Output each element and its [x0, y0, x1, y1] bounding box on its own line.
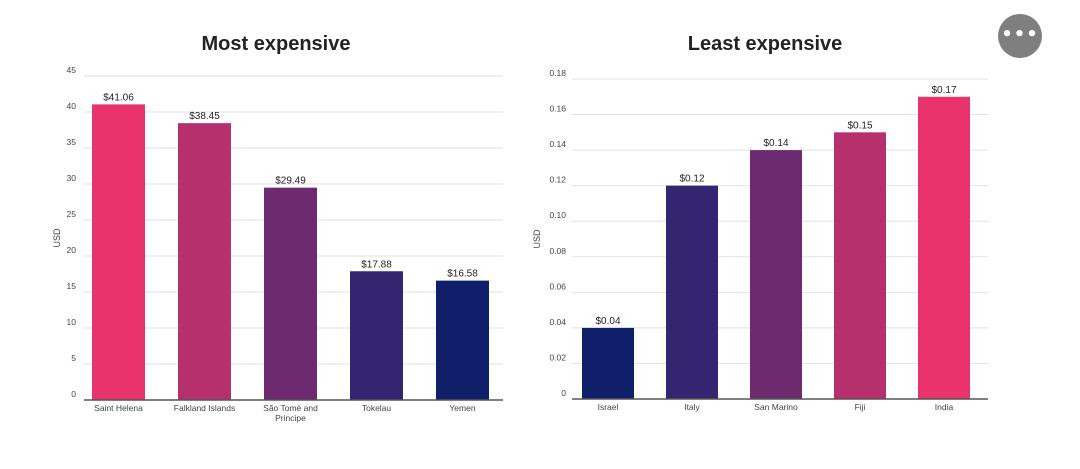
y-axis-label: USD	[532, 229, 542, 249]
bar	[436, 280, 489, 400]
y-tick-label: 10	[67, 317, 77, 327]
y-tick-label: 30	[67, 173, 77, 183]
data-label: $0.12	[679, 174, 704, 185]
x-tick-label: Yemen	[449, 403, 475, 413]
x-tick-label: India	[935, 402, 954, 412]
y-tick-label: 0.08	[549, 246, 566, 256]
bar	[666, 185, 718, 399]
data-label: $41.06	[103, 92, 134, 103]
data-label: $16.58	[447, 269, 478, 280]
y-tick-label: 0	[561, 388, 566, 398]
y-tick-label: 0.18	[549, 68, 566, 78]
data-label: $0.04	[595, 316, 620, 327]
data-label: $0.14	[763, 138, 788, 149]
chart-title: Least expensive	[688, 33, 843, 55]
bar	[92, 104, 145, 401]
y-tick-label: 0.12	[549, 175, 566, 185]
y-tick-label: 25	[67, 209, 77, 219]
chart-1: Most expensive 0 5 10 15 20 25 30 35 40 45 USD $41.0…	[52, 33, 503, 423]
bar	[264, 187, 317, 400]
y-tick-label: 0	[71, 389, 76, 399]
data-label: $38.45	[189, 111, 220, 122]
y-tick-label: 0.04	[549, 317, 566, 327]
y-tick-label: 0.10	[549, 210, 566, 220]
bar	[918, 96, 970, 400]
ellipsis-icon: •••	[1001, 24, 1039, 45]
chart-title: Most expensive	[202, 33, 351, 55]
y-tick-label: 0.06	[549, 281, 566, 291]
y-tick-label: 20	[67, 245, 77, 255]
data-label: $29.49	[275, 176, 306, 187]
y-axis-label: USD	[52, 228, 62, 248]
more-options-button[interactable]: •••	[998, 14, 1042, 58]
x-tick-label: São Tomé and Principe	[263, 403, 318, 423]
bar	[178, 123, 231, 400]
x-tick-label: Tokelau	[362, 403, 392, 413]
bar	[750, 150, 802, 399]
bar	[350, 271, 403, 400]
y-tick-label: 0.16	[549, 104, 566, 114]
y-tick-label: 35	[67, 137, 77, 147]
data-label: $0.15	[847, 120, 872, 131]
y-tick-label: 0.14	[549, 139, 566, 149]
x-tick-label: Italy	[684, 402, 700, 412]
y-tick-label: 15	[67, 281, 77, 291]
data-label: $17.88	[361, 259, 392, 270]
x-tick-label: Saint Helena	[94, 403, 143, 413]
y-tick-label: 0.02	[549, 352, 566, 362]
data-label: $0.17	[931, 85, 956, 96]
x-tick-label: Falkland Islands	[174, 403, 235, 413]
x-tick-label: Fiji	[855, 402, 866, 412]
x-tick-label: Israel	[598, 402, 619, 412]
chart-2: Least expensive 0 0.02 0.04 0.06 0.08 0.10 0.12…	[532, 33, 988, 412]
x-tick-label: San Marino	[754, 402, 798, 412]
y-tick-label: 45	[67, 65, 77, 75]
y-tick-label: 40	[67, 101, 77, 111]
y-tick-label: 5	[71, 353, 76, 363]
bar	[582, 327, 634, 399]
bar	[834, 132, 886, 400]
